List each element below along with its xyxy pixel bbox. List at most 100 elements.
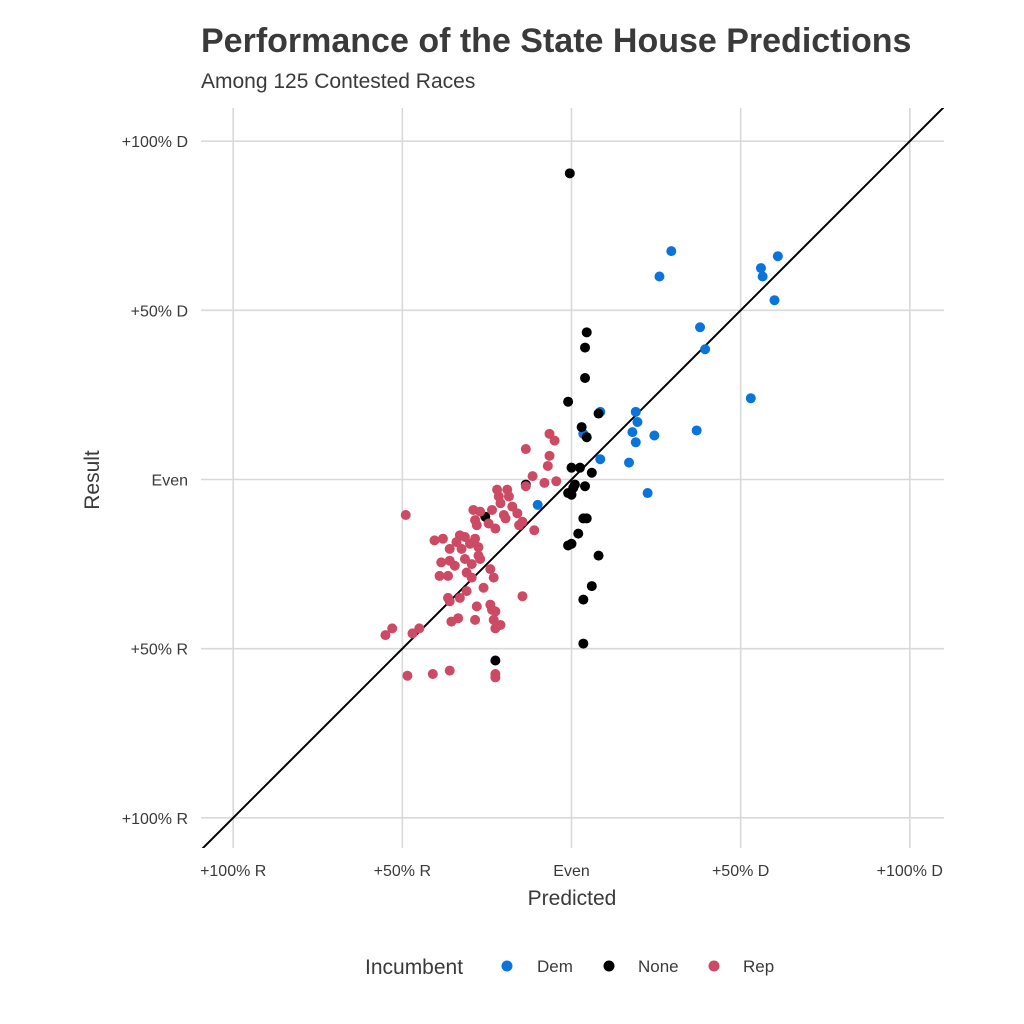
- data-point-rep: [470, 533, 481, 544]
- y-tick-label: +50% R: [131, 642, 188, 659]
- x-tick-labels: +100% R +50% R Even +50% D +100% D: [200, 863, 943, 880]
- data-point-rep: [436, 557, 447, 568]
- data-point-none: [580, 342, 591, 353]
- x-axis-title: Predicted: [528, 887, 617, 910]
- data-point-none: [576, 422, 587, 433]
- data-point-rep: [490, 623, 501, 634]
- data-point-rep: [544, 428, 555, 439]
- y-tick-label: +50% D: [131, 303, 188, 320]
- y-tick-label: Even: [152, 473, 188, 490]
- data-point-dem: [769, 295, 780, 306]
- data-point-rep: [461, 567, 472, 578]
- chart-subtitle: Among 125 Contested Races: [201, 70, 476, 93]
- data-point-dem: [624, 457, 635, 468]
- data-point-none: [578, 638, 589, 649]
- data-point-none: [566, 489, 577, 500]
- data-point-none: [581, 432, 592, 443]
- data-point-rep: [444, 555, 455, 566]
- data-point-dem: [695, 322, 706, 333]
- data-point-dem: [630, 437, 641, 448]
- data-point-rep: [544, 450, 555, 461]
- data-point-rep: [387, 623, 398, 634]
- data-point-rep: [490, 672, 501, 683]
- data-point-dem: [772, 251, 783, 262]
- data-point-rep: [520, 444, 531, 455]
- data-point-rep: [400, 510, 411, 521]
- data-point-rep: [443, 570, 454, 581]
- legend-marker-rep: [708, 960, 720, 972]
- data-point-rep: [471, 520, 482, 531]
- data-point-rep: [456, 543, 467, 554]
- data-point-dem: [666, 246, 677, 257]
- data-point-rep: [444, 543, 455, 554]
- x-tick-label: +100% R: [200, 863, 266, 880]
- data-point-rep: [488, 572, 499, 583]
- data-point-dem: [642, 488, 653, 499]
- data-point-none: [581, 513, 592, 524]
- data-point-none: [574, 462, 585, 473]
- data-point-dem: [745, 393, 756, 404]
- data-point-rep: [503, 491, 514, 502]
- data-point-dem: [630, 406, 641, 417]
- data-point-none: [578, 594, 589, 605]
- data-point-rep: [542, 460, 553, 471]
- x-tick-label: +50% R: [374, 863, 431, 880]
- data-point-none: [563, 396, 574, 407]
- data-point-dem: [595, 454, 606, 465]
- data-point-dem: [532, 499, 543, 510]
- data-point-dem: [649, 430, 660, 441]
- x-tick-label: +50% D: [712, 863, 769, 880]
- chart-title: Performance of the State House Predictio…: [201, 22, 912, 60]
- data-point-rep: [429, 535, 440, 546]
- data-point-dem: [757, 271, 768, 282]
- data-point-none: [586, 467, 597, 478]
- legend-label-dem: Dem: [537, 957, 573, 976]
- data-point-rep: [407, 628, 418, 639]
- data-point-none: [490, 655, 501, 666]
- data-point-rep: [475, 554, 486, 565]
- reference-line-group: [201, 108, 944, 848]
- data-point-rep: [454, 592, 465, 603]
- data-point-rep: [473, 542, 484, 553]
- data-point-rep: [551, 476, 562, 487]
- y-tick-labels: +100% R +50% R Even +50% D +100% D: [122, 134, 188, 828]
- legend-label-none: None: [638, 957, 679, 976]
- data-point-rep: [461, 586, 472, 597]
- legend-label-rep: Rep: [743, 957, 774, 976]
- data-point-rep: [529, 525, 540, 536]
- data-point-rep: [514, 520, 525, 531]
- data-point-rep: [512, 508, 523, 519]
- data-point-none: [593, 408, 604, 419]
- data-point-rep: [478, 582, 489, 593]
- data-point-none: [564, 168, 575, 179]
- data-point-rep: [490, 523, 501, 534]
- y-axis-title: Result: [81, 450, 104, 510]
- data-point-rep: [468, 504, 479, 515]
- data-point-dem: [691, 425, 702, 436]
- data-point-dem: [627, 427, 638, 438]
- data-points: [380, 168, 783, 683]
- legend-title: Incumbent: [365, 956, 463, 979]
- data-point-none: [566, 462, 577, 473]
- data-point-rep: [446, 616, 457, 627]
- data-point-rep: [437, 533, 448, 544]
- data-point-rep: [520, 481, 531, 492]
- data-point-rep: [427, 669, 438, 680]
- data-point-dem: [755, 263, 766, 274]
- data-point-rep: [485, 564, 496, 575]
- data-point-none: [580, 373, 591, 384]
- data-point-dem: [700, 344, 711, 355]
- data-point-rep: [470, 614, 481, 625]
- data-point-rep: [380, 630, 391, 641]
- data-point-rep: [517, 591, 528, 602]
- legend-marker-dem: [501, 960, 513, 972]
- data-point-rep: [402, 670, 413, 681]
- data-point-rep: [466, 559, 477, 570]
- legend: Incumbent Dem None Rep: [365, 956, 774, 979]
- x-tick-label: Even: [553, 863, 589, 880]
- legend-marker-none: [603, 960, 615, 972]
- x-tick-label: +100% D: [877, 863, 943, 880]
- data-point-rep: [434, 570, 445, 581]
- data-point-rep: [444, 596, 455, 607]
